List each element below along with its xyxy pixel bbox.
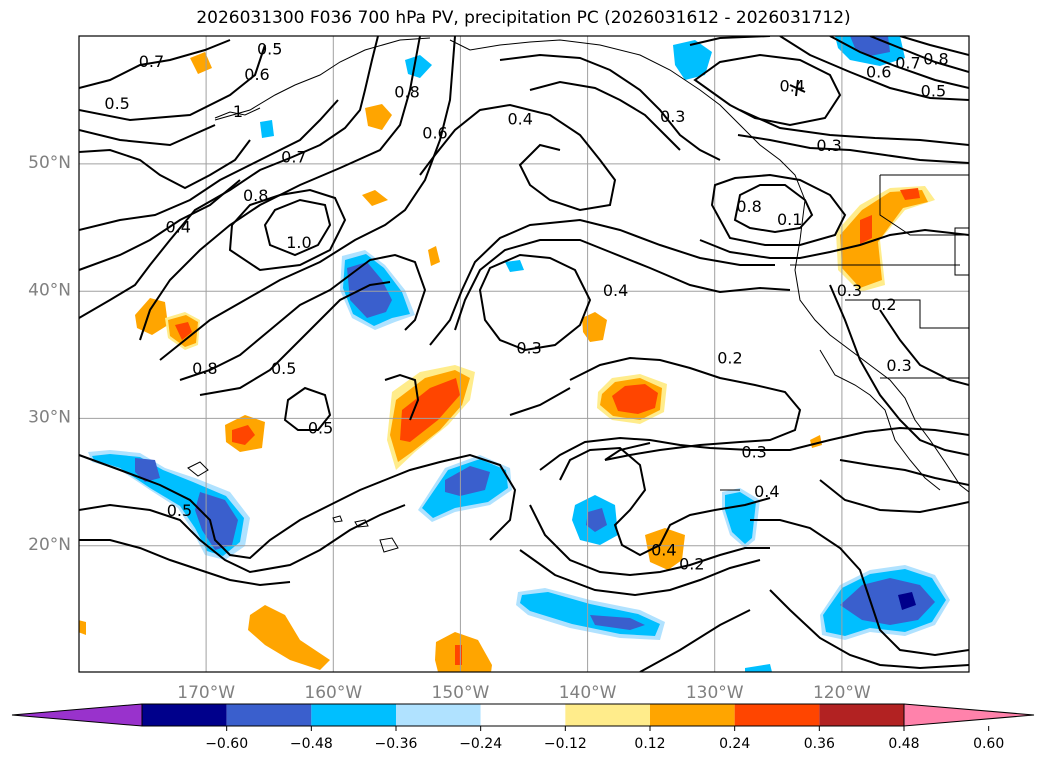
plot-frame <box>78 35 970 673</box>
map-title: 2026031300 F036 700 hPa PV, precipitatio… <box>196 8 851 28</box>
colorbar-segment <box>396 704 481 726</box>
colorbar-tick-label: −0.48 <box>290 736 333 752</box>
colorbar-tick-label: 0.60 <box>973 736 1004 752</box>
colorbar-segment <box>819 704 904 726</box>
longitude-label: 170°W <box>177 683 235 703</box>
contour-label: 0.5 <box>257 39 282 58</box>
contour-label: 0.7 <box>895 53 920 72</box>
contour-label: 0.4 <box>603 281 628 300</box>
latitude-labels: 20°N 30°N 40°N 50°N <box>28 153 71 555</box>
latitude-label: 50°N <box>28 153 71 173</box>
contour-label: 0.5 <box>308 419 333 438</box>
colorbar: −0.60 −0.48 −0.36 −0.24 −0.12 0.12 0.24 0.36 0.4… <box>11 703 1035 752</box>
contour-label: 0.2 <box>679 555 704 574</box>
contour-label: 0.5 <box>271 359 296 378</box>
colorbar-segment <box>311 704 396 726</box>
contour-label: 0.3 <box>837 281 862 300</box>
contour-label: 0.7 <box>139 52 164 71</box>
colorbar-tick-label: −0.12 <box>544 736 587 752</box>
longitude-labels: 170°W 160°W 150°W 140°W 130°W 120°W <box>177 683 871 703</box>
colorbar-segment <box>565 704 650 726</box>
latitude-label: 30°N <box>28 408 71 428</box>
longitude-label: 140°W <box>559 683 617 703</box>
colorbar-tick-label: 0.48 <box>888 736 919 752</box>
contour-label: 0.8 <box>192 359 217 378</box>
colorbar-tick-label: −0.24 <box>459 736 502 752</box>
colorbar-tick-label: 0.12 <box>634 736 665 752</box>
contour-label: 0.4 <box>754 482 779 501</box>
contour-label: 0.2 <box>871 295 896 314</box>
contour-label: 0.5 <box>104 94 129 113</box>
colorbar-tick-label: 0.24 <box>719 736 750 752</box>
colorbar-tick-label: −0.36 <box>375 736 418 752</box>
contour-label: 1.0 <box>286 233 311 252</box>
contour-label: 0.8 <box>394 83 419 102</box>
contour-label: 0.1 <box>777 210 802 229</box>
contour-label: 0.3 <box>816 136 841 155</box>
coastlines <box>187 37 969 553</box>
contour-label: 0.4 <box>507 109 532 128</box>
contour-label: 0.5 <box>167 501 192 520</box>
contour-label: 0.3 <box>660 107 685 126</box>
contour-label: 0.3 <box>741 443 766 462</box>
colorbar-extension-low <box>11 703 143 727</box>
contour-labels: 0.70.50.60.5 10.80.60.70.80.41.00.4 0.30.4… <box>104 39 948 573</box>
latitude-label: 20°N <box>28 535 71 555</box>
contour-label: 0.8 <box>923 50 948 69</box>
longitude-label: 120°W <box>813 683 871 703</box>
contour-label: 0.6 <box>422 123 447 142</box>
colorbar-tick-label: −0.60 <box>205 736 248 752</box>
colorbar-segment <box>734 704 820 726</box>
longitude-label: 130°W <box>686 683 744 703</box>
contour-label: 0.8 <box>243 186 268 205</box>
colorbar-segment <box>480 704 566 726</box>
longitude-label: 150°W <box>432 683 490 703</box>
contour-label: 0.5 <box>921 81 946 100</box>
colorbar-segment <box>226 704 312 726</box>
colorbar-extension-high <box>903 703 1035 727</box>
contour-label: 1 <box>233 102 243 121</box>
contour-label: 0.7 <box>281 148 306 167</box>
colorbar-segment <box>142 704 227 726</box>
colorbar-tick-label: 0.36 <box>804 736 835 752</box>
contour-label: 0.8 <box>736 197 761 216</box>
contour-label: 0.6 <box>244 65 269 84</box>
contour-label: 0.6 <box>866 62 891 81</box>
contour-label: 0.4 <box>651 541 676 560</box>
pv-contours <box>79 36 969 672</box>
longitude-label: 160°W <box>304 683 362 703</box>
colorbar-segment <box>650 704 735 726</box>
contour-label: 0.4 <box>780 76 805 95</box>
latitude-label: 40°N <box>28 280 71 300</box>
contour-label: 0.2 <box>717 349 742 368</box>
contour-label: 0.3 <box>516 338 541 357</box>
contour-label: 0.4 <box>165 218 190 237</box>
contour-label: 0.3 <box>886 356 911 375</box>
